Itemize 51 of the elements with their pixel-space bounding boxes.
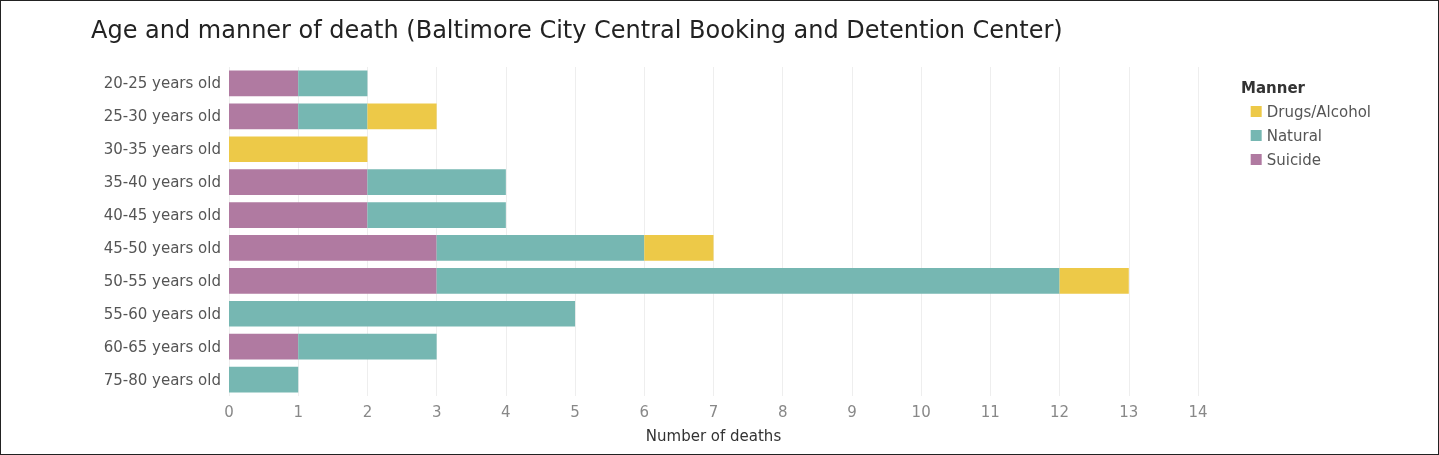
bar (367, 202, 506, 228)
bar (229, 136, 368, 163)
legend-label: Drugs/Alcohol (1266, 102, 1372, 121)
y-tick-label: 20-25 years old (103, 74, 221, 93)
bar (229, 70, 299, 97)
x-tick-label: 3 (431, 402, 442, 421)
y-tick-label: 45-50 years old (103, 238, 221, 257)
bar (1059, 268, 1129, 294)
bar (229, 268, 437, 294)
x-axis-title: Number of deaths (645, 426, 782, 445)
x-tick-label: 5 (570, 402, 580, 421)
y-tick-label: 75-80 years old (103, 370, 221, 389)
bar (436, 268, 1060, 294)
bar (229, 202, 368, 228)
bar (229, 103, 299, 130)
bar (298, 70, 368, 97)
x-tick-label: 0 (224, 402, 234, 421)
x-tick-label: 10 (911, 402, 931, 421)
bar (229, 366, 299, 393)
x-tick-label: 1 (293, 402, 303, 421)
x-tick-label: 11 (980, 402, 1000, 421)
x-tick-label: 13 (1119, 402, 1139, 421)
y-tick-label: 55-60 years old (103, 304, 221, 323)
legend-label: Natural (1266, 126, 1323, 145)
chart-title: Age and manner of death (Baltimore City Central Booking and Detention Center) (91, 16, 1063, 44)
bar (229, 169, 368, 195)
x-tick-label: 7 (708, 402, 719, 421)
y-tick-label: 50-55 years old (103, 271, 221, 290)
x-tick-label: 9 (847, 402, 857, 421)
y-tick-label: 60-65 years old (103, 337, 221, 356)
bar (229, 333, 299, 360)
y-tick-label: 40-45 years old (103, 206, 221, 225)
x-tick-label: 6 (639, 402, 650, 421)
bar (367, 169, 506, 195)
bar (229, 235, 437, 261)
x-tick-label: 4 (501, 402, 511, 421)
bar (229, 300, 576, 327)
bar (436, 235, 645, 261)
bar (298, 103, 368, 130)
y-tick-label: 25-30 years old (103, 107, 221, 126)
legend-title: Manner (1241, 78, 1306, 97)
x-tick-label: 14 (1188, 402, 1208, 421)
y-tick-label: 30-35 years old (103, 140, 221, 159)
bar (644, 235, 714, 261)
x-tick-label: 8 (777, 402, 788, 421)
y-tick-label: 35-40 years old (103, 173, 221, 192)
x-tick-label: 12 (1050, 402, 1070, 421)
bar (367, 103, 437, 130)
bar (298, 333, 437, 360)
legend-label: Suicide (1266, 150, 1322, 169)
x-tick-label: 2 (362, 402, 373, 421)
